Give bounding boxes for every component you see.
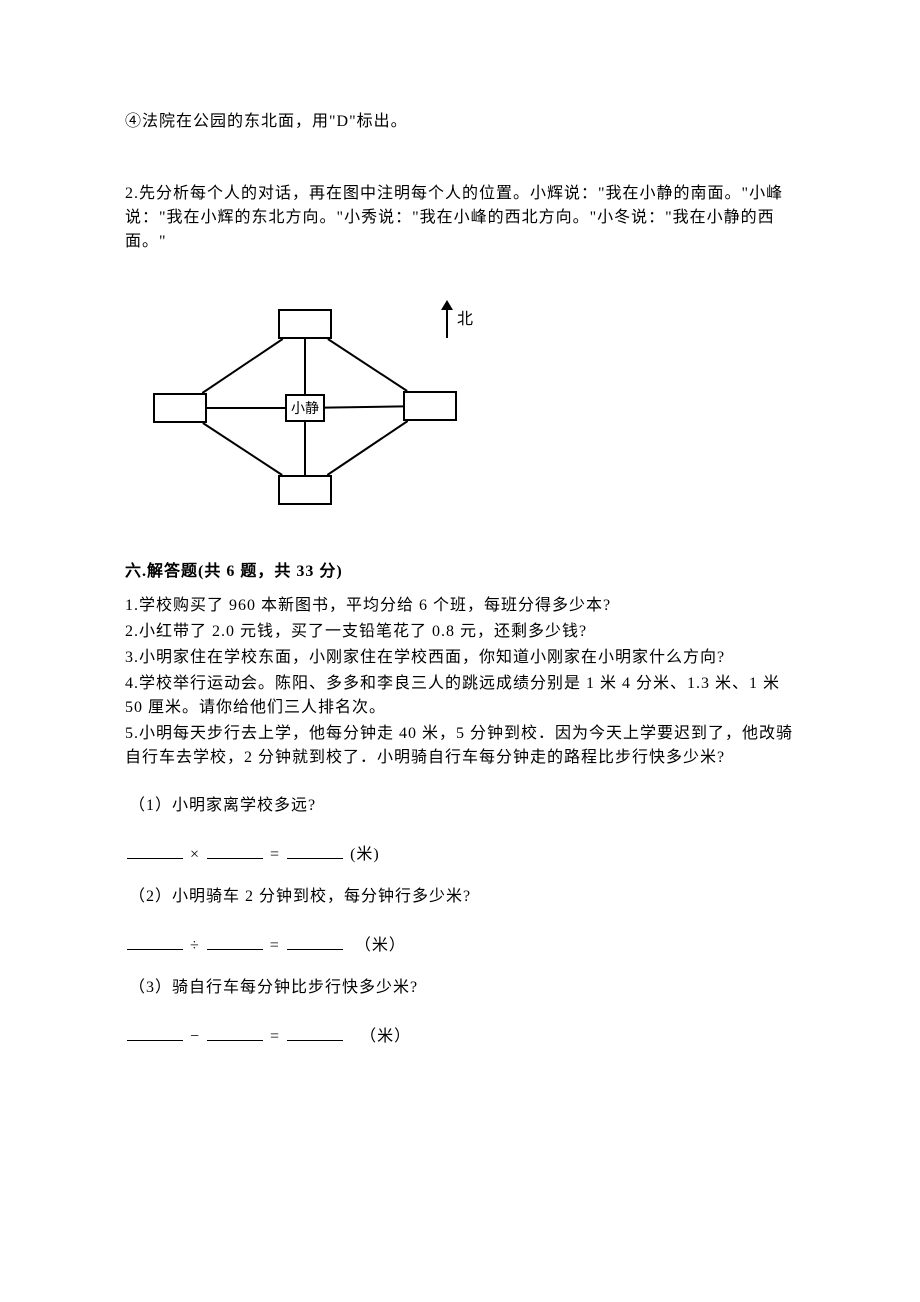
q2-intro: 2.先分析每个人的对话，再在图中注明每个人的位置。小辉说："我在小静的南面。"小…: [125, 182, 795, 254]
diagram-node-top: [278, 309, 332, 339]
s6-q5: 5.小明每天步行去上学，他每分钟走 40 米，5 分钟到校．因为今天上学要迟到了…: [125, 722, 795, 770]
op-div: ÷: [190, 937, 200, 954]
spacer: [125, 877, 795, 885]
eq-line-2: ÷ = （米）: [125, 933, 795, 958]
spacer: [125, 144, 795, 182]
north-label: 北: [457, 308, 473, 332]
diagram-center-label: 小静: [285, 399, 325, 420]
blank[interactable]: [287, 1024, 343, 1041]
blank[interactable]: [127, 842, 183, 859]
spacer: [125, 264, 795, 272]
eq-line-3: − = （米）: [125, 1024, 795, 1049]
spacer: [125, 1010, 795, 1018]
s6-q1: 1.学校购买了 960 本新图书，平均分给 6 个班，每班分得多少本?: [125, 594, 795, 618]
spacer: [125, 538, 795, 560]
unit-meter: （米）: [360, 1028, 411, 1045]
position-diagram: 小静 北: [125, 278, 495, 528]
op-eq: =: [270, 937, 280, 954]
unit-meter: (米): [350, 846, 380, 863]
blank[interactable]: [287, 933, 343, 950]
unit-meter: （米）: [355, 937, 406, 954]
eq-line-1: × = (米): [125, 842, 795, 867]
blank[interactable]: [207, 842, 263, 859]
op-eq: =: [270, 846, 280, 863]
spacer: [125, 828, 795, 836]
blank[interactable]: [127, 1024, 183, 1041]
sub-q1: （1）小明家离学校多远?: [129, 794, 795, 818]
section-6-heading: 六.解答题(共 6 题，共 33 分): [125, 560, 795, 584]
spacer: [125, 919, 795, 927]
diagram-node-left: [153, 393, 207, 423]
s6-q4: 4.学校举行运动会。陈阳、多多和李良三人的跳远成绩分别是 1 米 4 分米、1.…: [125, 672, 795, 720]
diagram-node-bottom: [278, 475, 332, 505]
op-times: ×: [190, 846, 200, 863]
diagram-node-right: [403, 391, 457, 421]
op-minus: −: [190, 1028, 200, 1045]
item-4-line: ④法院在公园的东北面，用"D"标出。: [125, 110, 795, 134]
s6-q3: 3.小明家住在学校东面，小刚家住在学校西面，你知道小刚家在小明家什么方向?: [125, 646, 795, 670]
section-6-questions: 1.学校购买了 960 本新图书，平均分给 6 个班，每班分得多少本? 2.小红…: [125, 594, 795, 770]
blank[interactable]: [207, 1024, 263, 1041]
blank[interactable]: [207, 933, 263, 950]
op-eq: =: [270, 1028, 280, 1045]
blank[interactable]: [287, 842, 343, 859]
s6-q2: 2.小红带了 2.0 元钱，买了一支铅笔花了 0.8 元，还剩多少钱?: [125, 620, 795, 644]
spacer: [125, 968, 795, 976]
sub-q2: （2）小明骑车 2 分钟到校，每分钟行多少米?: [129, 885, 795, 909]
blank[interactable]: [127, 933, 183, 950]
sub-q3: （3）骑自行车每分钟比步行快多少米?: [129, 976, 795, 1000]
spacer: [125, 772, 795, 794]
